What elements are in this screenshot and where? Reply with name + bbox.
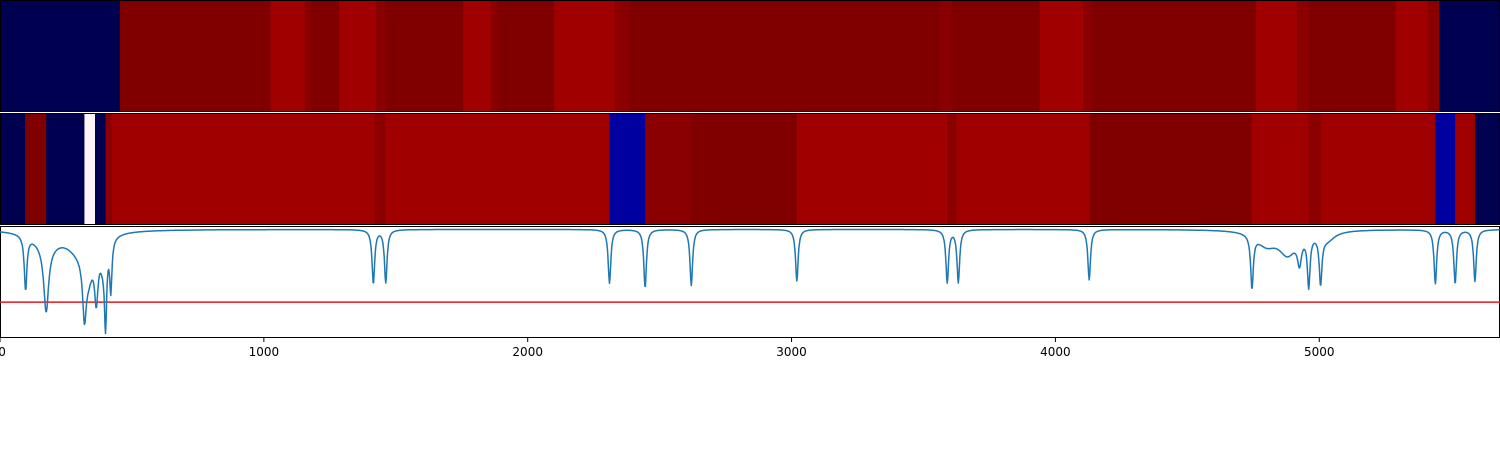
heatmap-cell — [645, 113, 692, 225]
heatmap-cell — [339, 0, 377, 112]
x-tick-label: 1000 — [249, 345, 280, 359]
signal-line — [0, 228, 1500, 335]
heatmap-cell — [947, 113, 958, 225]
heatmap-cell — [84, 113, 96, 225]
heatmap-cell — [609, 113, 646, 225]
heatmap-cell — [374, 113, 386, 225]
heatmap-cell — [94, 113, 107, 225]
heatmap-cell — [1474, 113, 1500, 225]
x-tick-label: 0 — [0, 345, 6, 359]
heatmap-cell — [385, 0, 464, 112]
x-axis: 0 1000 2000 3000 4000 5000 — [0, 338, 1335, 359]
plot-frame — [0, 226, 1500, 338]
heatmap-cell — [1439, 0, 1500, 112]
heatmap-cell — [270, 0, 306, 112]
heatmap-cell — [385, 113, 611, 225]
heatmap-cell — [1255, 0, 1298, 112]
heatmap-cell — [112, 113, 376, 225]
heatmap-cell — [1455, 113, 1476, 225]
heatmap-cell — [105, 113, 113, 225]
x-tick-label: 5000 — [1304, 345, 1335, 359]
heatmap-cell — [1039, 0, 1084, 112]
heatmap-cell — [1308, 0, 1397, 112]
heatmap-cell — [1395, 0, 1429, 112]
heatmap-cell — [1435, 113, 1456, 225]
heatmap-cell — [490, 0, 498, 112]
x-tick-label: 3000 — [776, 345, 807, 359]
heatmap-cell — [554, 0, 616, 112]
heatmap-cell — [25, 113, 47, 225]
heatmap-cell — [304, 0, 312, 112]
heatmap-cell — [311, 0, 340, 112]
heatmap-cell — [1092, 0, 1257, 112]
heatmap-cell — [0, 0, 121, 112]
heatmap-cell — [463, 0, 492, 112]
heatmap-cell — [1296, 0, 1310, 112]
heatmap-cell — [0, 113, 26, 225]
heatmap-cell — [1083, 0, 1093, 112]
heatmap-track-1 — [0, 0, 1500, 112]
heatmap-cell — [46, 113, 86, 225]
heatmap-cell — [120, 0, 272, 112]
heatmap-cell — [375, 0, 386, 112]
heatmap-cell — [1427, 0, 1440, 112]
heatmap-cell — [956, 113, 1091, 225]
heatmap-cell — [796, 113, 948, 225]
heatmap-cell — [1308, 113, 1322, 225]
heatmap-cell — [939, 0, 952, 112]
line-plot-panel — [0, 226, 1500, 338]
x-tick-label: 4000 — [1040, 345, 1071, 359]
heatmap-cell — [614, 0, 630, 112]
heatmap-cell — [691, 113, 798, 225]
heatmap-cell — [1251, 113, 1310, 225]
heatmap-cell — [1089, 113, 1253, 225]
heatmap-track-2 — [0, 113, 1500, 225]
heatmap-cell — [951, 0, 1041, 112]
heatmap-cell — [1320, 113, 1436, 225]
x-tick-label: 2000 — [512, 345, 543, 359]
heatmap-cell — [497, 0, 555, 112]
heatmap-cell — [629, 0, 940, 112]
